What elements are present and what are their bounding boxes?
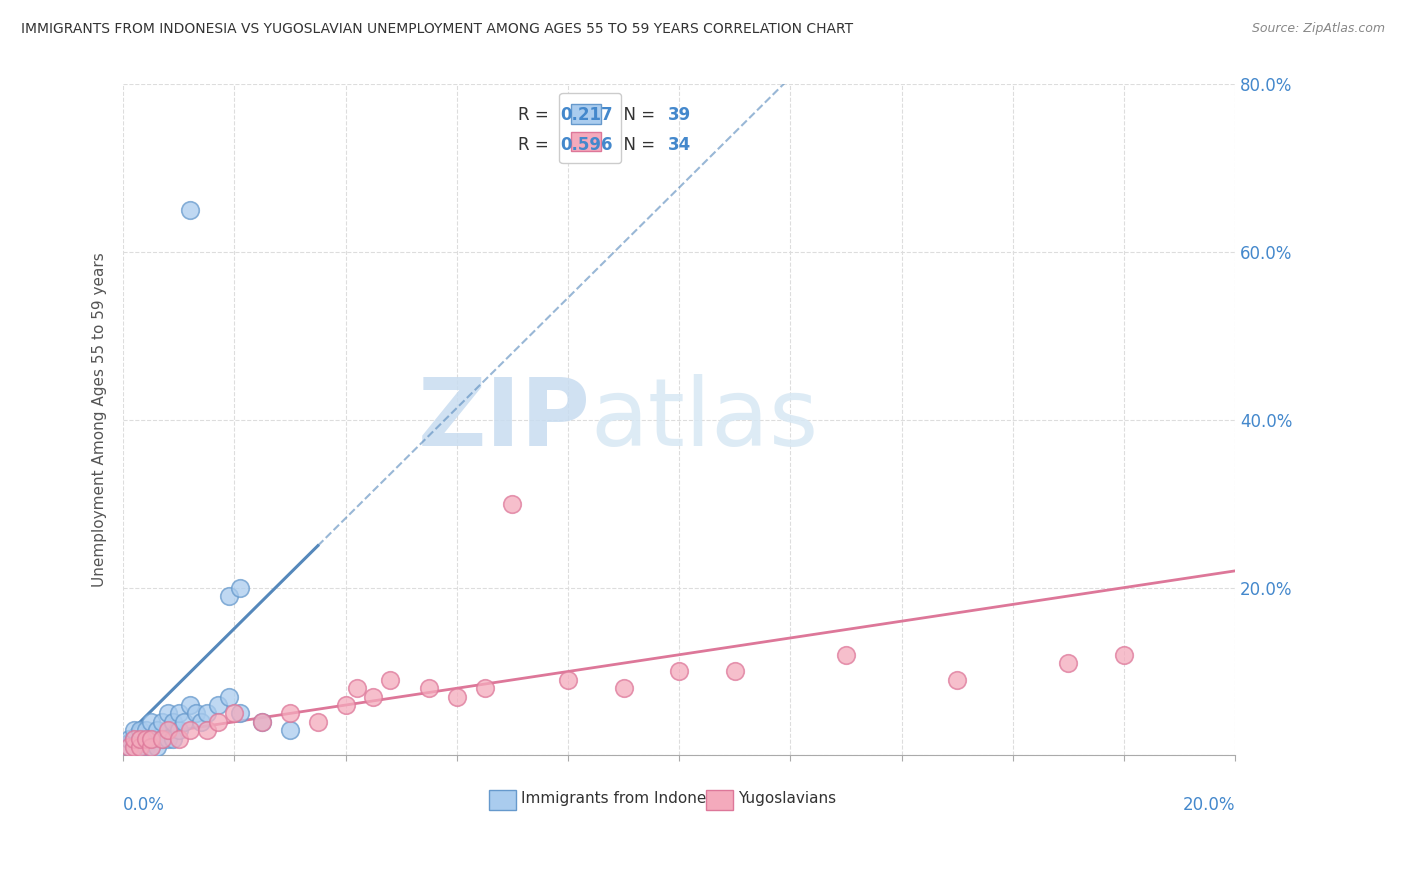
- Text: N =: N =: [613, 105, 659, 124]
- Point: [124, 731, 146, 746]
- Point: [135, 731, 157, 746]
- Point: [129, 739, 152, 754]
- Point: [124, 739, 146, 754]
- Point: [446, 690, 468, 704]
- Point: [145, 761, 167, 775]
- Text: Source: ZipAtlas.com: Source: ZipAtlas.com: [1251, 22, 1385, 36]
- Text: atlas: atlas: [591, 374, 818, 466]
- Point: [218, 690, 240, 704]
- Point: [129, 723, 152, 738]
- Text: 34: 34: [668, 136, 692, 153]
- Point: [378, 673, 401, 687]
- Point: [179, 203, 201, 218]
- Legend: , : ,: [560, 93, 621, 163]
- Point: [1057, 656, 1080, 670]
- Point: [135, 756, 157, 771]
- Point: [135, 739, 157, 754]
- Point: [162, 731, 184, 746]
- Point: [218, 589, 240, 603]
- Point: [156, 723, 179, 738]
- Point: [135, 723, 157, 738]
- Point: [557, 673, 579, 687]
- Point: [167, 706, 190, 721]
- Point: [139, 731, 162, 746]
- Point: [668, 665, 690, 679]
- Point: [156, 731, 179, 746]
- Point: [150, 731, 173, 746]
- Point: [307, 714, 329, 729]
- Point: [184, 706, 207, 721]
- Point: [156, 706, 179, 721]
- Point: [145, 739, 167, 754]
- Point: [167, 723, 190, 738]
- Point: [207, 714, 229, 729]
- Point: [252, 714, 274, 729]
- Point: [139, 714, 162, 729]
- Point: [501, 497, 523, 511]
- Text: 0.596: 0.596: [560, 136, 613, 153]
- Text: IMMIGRANTS FROM INDONESIA VS YUGOSLAVIAN UNEMPLOYMENT AMONG AGES 55 TO 59 YEARS : IMMIGRANTS FROM INDONESIA VS YUGOSLAVIAN…: [21, 22, 853, 37]
- Text: 39: 39: [668, 105, 692, 124]
- Point: [135, 731, 157, 746]
- Point: [124, 739, 146, 754]
- Point: [129, 731, 152, 746]
- Point: [118, 739, 141, 754]
- Point: [167, 731, 190, 746]
- Point: [195, 723, 218, 738]
- Point: [252, 714, 274, 729]
- Point: [335, 698, 357, 712]
- Point: [124, 731, 146, 746]
- Point: [207, 698, 229, 712]
- Text: ZIP: ZIP: [418, 374, 591, 466]
- Point: [724, 665, 747, 679]
- Text: R =: R =: [517, 105, 554, 124]
- Point: [418, 681, 440, 696]
- Point: [139, 756, 162, 771]
- Point: [179, 723, 201, 738]
- Point: [278, 723, 301, 738]
- Point: [139, 739, 162, 754]
- Point: [190, 714, 212, 729]
- Point: [173, 714, 195, 729]
- Point: [474, 681, 496, 696]
- Point: [195, 706, 218, 721]
- Point: [224, 706, 246, 721]
- Text: R =: R =: [517, 136, 554, 153]
- Point: [179, 698, 201, 712]
- Point: [129, 739, 152, 754]
- Text: Immigrants from Indonesia: Immigrants from Indonesia: [522, 791, 728, 806]
- FancyBboxPatch shape: [489, 789, 516, 810]
- Point: [1112, 648, 1135, 662]
- FancyBboxPatch shape: [706, 789, 733, 810]
- Point: [118, 739, 141, 754]
- Text: Yugoslavians: Yugoslavians: [738, 791, 837, 806]
- Point: [129, 731, 152, 746]
- Y-axis label: Unemployment Among Ages 55 to 59 years: Unemployment Among Ages 55 to 59 years: [93, 252, 107, 587]
- Point: [139, 731, 162, 746]
- Text: 0.217: 0.217: [560, 105, 613, 124]
- Text: 20.0%: 20.0%: [1182, 796, 1236, 814]
- Point: [150, 731, 173, 746]
- Point: [145, 723, 167, 738]
- Point: [229, 581, 252, 595]
- Point: [229, 706, 252, 721]
- Point: [346, 681, 368, 696]
- Point: [139, 739, 162, 754]
- Text: N =: N =: [613, 136, 659, 153]
- Point: [613, 681, 636, 696]
- Point: [150, 714, 173, 729]
- Point: [118, 731, 141, 746]
- Point: [278, 706, 301, 721]
- Point: [946, 673, 969, 687]
- Point: [124, 723, 146, 738]
- Point: [835, 648, 858, 662]
- Point: [162, 714, 184, 729]
- Text: 0.0%: 0.0%: [124, 796, 165, 814]
- Point: [363, 690, 385, 704]
